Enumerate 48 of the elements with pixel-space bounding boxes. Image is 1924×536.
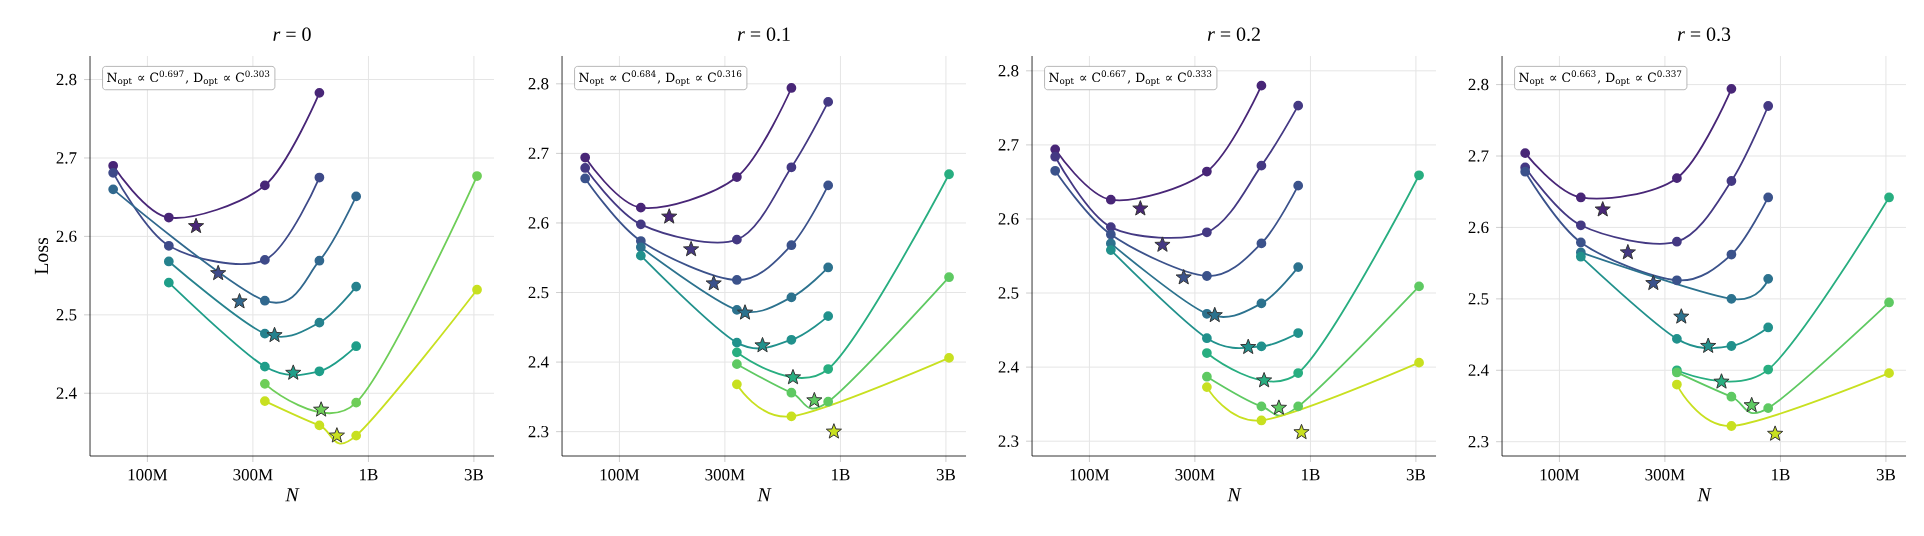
y-tick-label: 2.8 [998, 65, 1019, 77]
x-tick-label: 3B [464, 469, 483, 481]
x-tick-label: 1B [360, 469, 378, 481]
y-tick-label: 2.5 [1468, 293, 1489, 305]
chart-title: r = 0.1 [737, 27, 790, 41]
x-axis-title: N [285, 488, 300, 502]
y-axis-title: Loss [34, 237, 49, 275]
x-tick-label: 1B [1772, 469, 1790, 481]
y-tick-label: 2.8 [1468, 78, 1489, 91]
x-axis-title: N [1227, 488, 1242, 502]
x-tick-label: 300M [233, 469, 273, 481]
chart-title: r = 0 [273, 27, 311, 41]
x-tick-label: 1B [832, 469, 850, 481]
chart-title: r = 0.2 [1207, 27, 1260, 41]
y-tick-label: 2.3 [528, 425, 549, 438]
x-tick-label: 100M [600, 469, 640, 481]
x-tick-label: 300M [705, 469, 745, 481]
y-tick-label: 2.5 [528, 286, 549, 299]
y-tick-label: 2.4 [56, 387, 77, 399]
y-tick-label: 2.7 [528, 147, 549, 160]
y-tick-label: 2.5 [56, 309, 77, 321]
y-tick-label: 2.7 [56, 152, 77, 164]
y-tick-label: 2.6 [56, 230, 77, 243]
y-tick-label: 2.4 [528, 356, 549, 368]
y-tick-label: 2.3 [1468, 435, 1489, 448]
y-tick-label: 2.5 [998, 287, 1019, 299]
x-tick-label: 100M [128, 469, 168, 481]
y-tick-label: 2.3 [998, 435, 1019, 447]
y-tick-label: 2.4 [1468, 364, 1489, 377]
y-tick-label: 2.8 [528, 78, 549, 90]
x-tick-label: 3B [936, 469, 955, 481]
x-tick-label: 1B [1302, 469, 1320, 481]
x-tick-label: 300M [1645, 469, 1685, 481]
x-axis-title: N [1697, 488, 1712, 502]
y-tick-label: 2.6 [528, 217, 549, 229]
y-tick-label: 2.6 [1468, 221, 1489, 234]
y-tick-label: 2.7 [1468, 150, 1489, 162]
x-axis-title: N [757, 488, 772, 502]
y-tick-label: 2.6 [998, 213, 1019, 225]
chart-title: r = 0.3 [1677, 27, 1731, 41]
y-tick-label: 2.4 [998, 361, 1019, 373]
x-tick-label: 300M [1175, 469, 1215, 481]
x-tick-label: 100M [1540, 469, 1580, 481]
y-tick-label: 2.7 [998, 139, 1019, 151]
x-tick-label: 3B [1406, 469, 1425, 481]
x-tick-label: 100M [1070, 469, 1110, 481]
y-tick-label: 2.8 [56, 73, 77, 86]
x-tick-label: 3B [1876, 469, 1895, 481]
